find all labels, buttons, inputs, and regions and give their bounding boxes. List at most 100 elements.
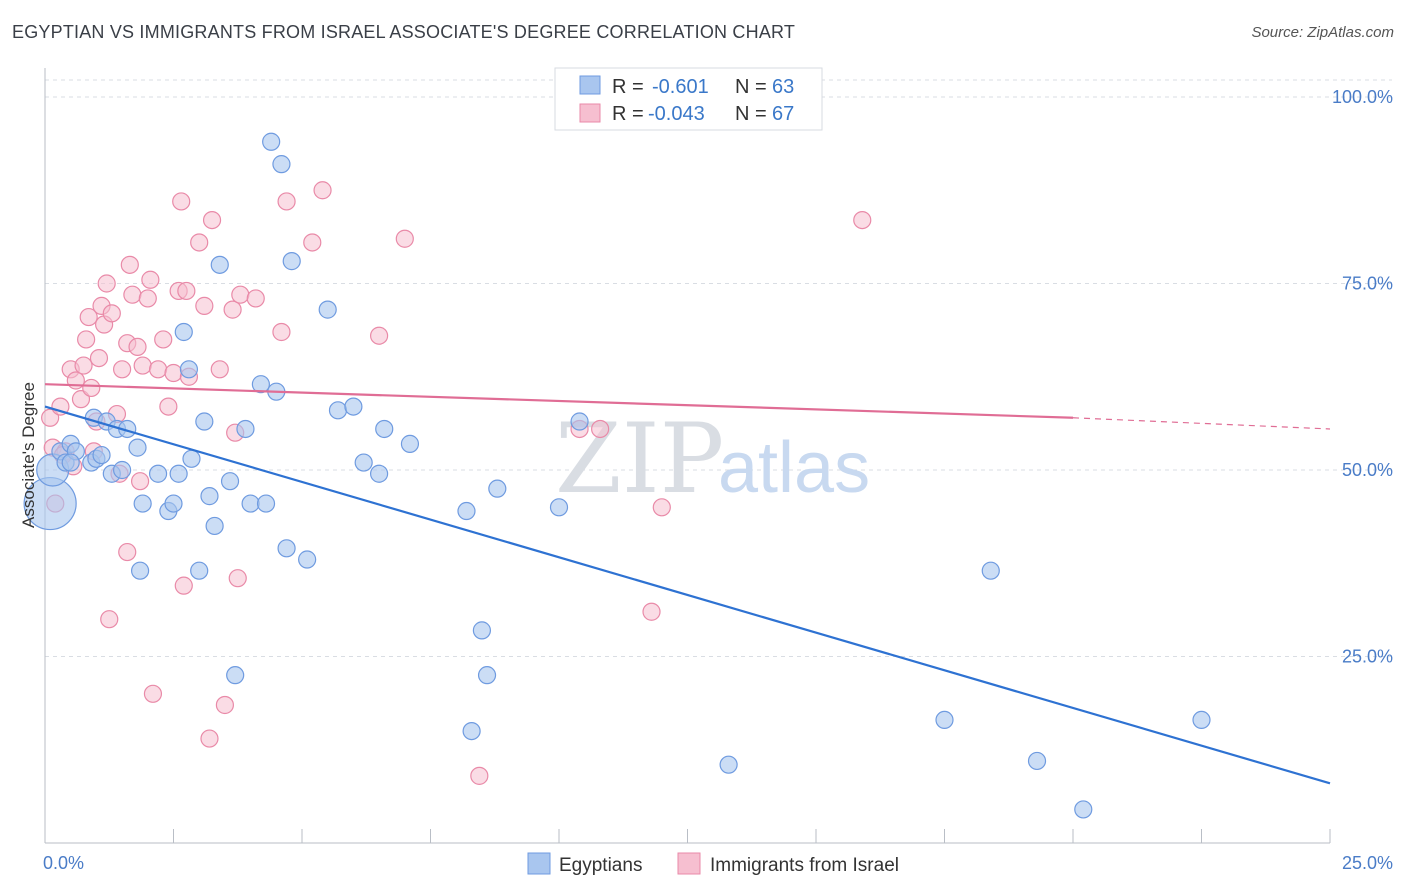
- egyptian-point: [549, 498, 569, 517]
- egyptian-point: [570, 412, 589, 431]
- egyptian-point: [472, 621, 491, 640]
- israel-point: [470, 766, 489, 785]
- israel-point: [123, 285, 142, 304]
- egyptian-point: [112, 460, 132, 480]
- egyptian-point: [400, 434, 420, 453]
- israel-point: [370, 326, 389, 345]
- israel-point: [174, 576, 193, 595]
- egyptian-point: [169, 464, 188, 483]
- israel-point: [120, 255, 139, 274]
- source-label: Source: ZipAtlas.com: [1251, 24, 1394, 41]
- egyptian-point: [1074, 800, 1093, 819]
- israel-point: [102, 304, 121, 323]
- israel-point: [172, 192, 191, 211]
- egyptian-point: [298, 550, 317, 569]
- y-tick-label-3: 100.0%: [1332, 87, 1393, 107]
- correlation-legend: R = -0.601 N = 63 R = -0.043 N = 67: [554, 67, 823, 131]
- legend-n-value-2: 67: [772, 103, 794, 125]
- egyptian-points: [23, 132, 1211, 819]
- egyptian-point: [272, 155, 291, 174]
- egyptian-point: [277, 539, 296, 558]
- egyptian-point: [477, 666, 497, 685]
- legend-swatch-egyptians: [579, 75, 601, 95]
- israel-point: [112, 360, 132, 379]
- israel-point: [133, 356, 152, 375]
- israel-point: [215, 695, 234, 715]
- egyptian-point: [130, 561, 150, 580]
- legend-n-label-1: N =: [735, 76, 767, 98]
- y-tick-labels: 25.0% 50.0% 75.0% 100.0%: [1332, 87, 1393, 667]
- series-legend: Egyptians Immigrants from Israel: [527, 852, 899, 876]
- y-tick-label-0: 25.0%: [1342, 647, 1393, 667]
- israel-point: [246, 289, 265, 308]
- egyptian-point: [164, 494, 183, 513]
- trend-lines: [44, 383, 1331, 785]
- chart-title: EGYPTIAN VS IMMIGRANTS FROM ISRAEL ASSOC…: [12, 22, 796, 42]
- egyptian-point: [282, 252, 301, 271]
- israel-point: [210, 360, 229, 379]
- egyptian-point: [251, 375, 270, 394]
- israel-point: [77, 330, 96, 349]
- grid-lines: [45, 79, 1392, 657]
- egyptian-point: [344, 397, 363, 416]
- egyptian-point: [370, 464, 389, 483]
- egyptian-point: [148, 464, 168, 483]
- israel-point: [71, 390, 91, 409]
- egyptian-point: [354, 453, 373, 472]
- egyptian-point: [195, 412, 214, 431]
- israel-point: [272, 322, 291, 342]
- israel-point: [138, 289, 157, 308]
- israel-point: [97, 274, 116, 293]
- egyptian-point: [375, 419, 394, 439]
- egyptian-point: [1192, 710, 1211, 730]
- legend-swatch-israel: [579, 103, 601, 123]
- bottom-swatch-israel: [677, 852, 701, 875]
- israel-point: [195, 296, 214, 315]
- israel-point: [74, 356, 93, 375]
- israel-point: [143, 684, 163, 703]
- egyptian-point: [128, 438, 147, 457]
- bottom-legend-egyptians: Egyptians: [559, 855, 642, 876]
- watermark-atlas: atlas: [718, 428, 870, 508]
- israel-point: [395, 229, 414, 248]
- israel-point: [313, 181, 332, 200]
- egyptian-point: [1027, 751, 1047, 771]
- x-tick-label-0: 0.0%: [43, 853, 84, 873]
- egyptian-point: [318, 300, 337, 319]
- egyptian-point: [133, 494, 152, 513]
- y-tick-label-2: 75.0%: [1342, 274, 1393, 294]
- legend-r-label-2: R =: [612, 103, 644, 125]
- egyptian-point: [200, 487, 219, 506]
- egyptian-point: [220, 472, 240, 491]
- x-tick-label-1: 25.0%: [1342, 853, 1393, 873]
- egyptian-point: [210, 255, 229, 274]
- egyptian-point: [61, 453, 80, 472]
- israel-point: [231, 285, 250, 304]
- egyptian-point: [226, 666, 245, 685]
- israel-point: [853, 210, 872, 230]
- egyptian-point: [719, 755, 738, 774]
- israel-point: [202, 210, 222, 230]
- egyptian-point: [241, 494, 260, 513]
- legend-r-value-1: -0.601: [652, 76, 709, 98]
- israel-point: [100, 610, 119, 629]
- israel-point: [159, 397, 178, 416]
- egyptian-point: [182, 449, 201, 468]
- egyptian-point: [462, 721, 481, 741]
- x-tick-labels: 0.0% 25.0%: [43, 853, 1393, 873]
- israel-point: [642, 602, 661, 621]
- israel-point: [303, 233, 322, 252]
- legend-r-value-2: -0.043: [648, 103, 705, 125]
- legend-n-label-2: N =: [735, 103, 767, 125]
- egyptian-point: [488, 479, 507, 498]
- israel-point: [154, 330, 173, 349]
- israel-point: [89, 349, 109, 368]
- egyptian-point: [457, 501, 476, 521]
- legend-n-value-1: 63: [772, 76, 794, 98]
- egyptian-point: [174, 322, 193, 342]
- egyptian-point: [236, 419, 255, 439]
- bottom-swatch-egyptians: [527, 852, 551, 875]
- bottom-legend-israel: Immigrants from Israel: [710, 855, 899, 876]
- israel-point: [228, 569, 247, 588]
- y-axis-label: Associate's Degree: [19, 382, 38, 528]
